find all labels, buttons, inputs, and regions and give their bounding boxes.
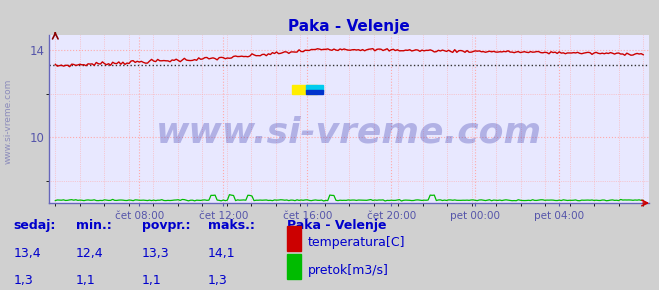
Text: temperatura[C]: temperatura[C] [308,236,405,249]
Bar [287,226,301,251]
Text: 1,1: 1,1 [76,274,96,287]
Text: pretok[m3/s]: pretok[m3/s] [308,264,389,277]
Text: sedaj:: sedaj: [13,219,55,232]
Text: 13,4: 13,4 [13,246,41,260]
Bar [306,90,324,94]
Text: 14,1: 14,1 [208,246,235,260]
Bar [293,85,316,94]
Text: www.si-vreme.com: www.si-vreme.com [3,79,13,164]
Text: 1,3: 1,3 [13,274,33,287]
Text: 1,3: 1,3 [208,274,227,287]
Text: Paka - Velenje: Paka - Velenje [287,219,386,232]
Title: Paka - Velenje: Paka - Velenje [289,19,410,34]
Text: www.si-vreme.com: www.si-vreme.com [156,115,542,149]
Text: 13,3: 13,3 [142,246,169,260]
Bar [287,254,301,279]
Text: 1,1: 1,1 [142,274,161,287]
Text: povpr.:: povpr.: [142,219,190,232]
Bar [306,85,324,91]
Text: maks.:: maks.: [208,219,254,232]
Text: 12,4: 12,4 [76,246,103,260]
Text: min.:: min.: [76,219,111,232]
